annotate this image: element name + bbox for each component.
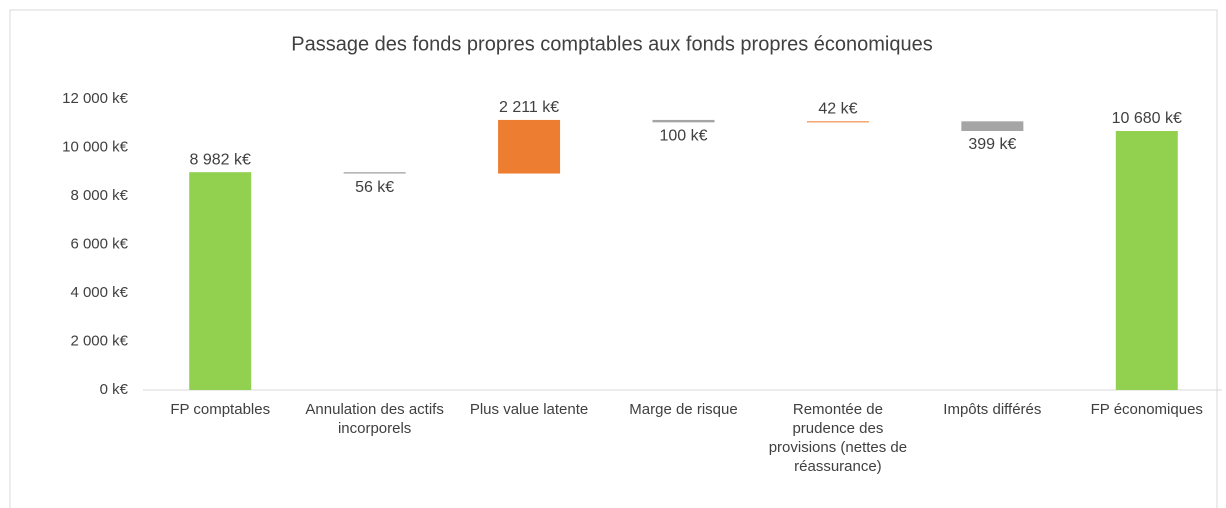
x-tick-label: Annulation des actifs incorporels xyxy=(305,401,444,437)
y-tick-label: 10 000 k€ xyxy=(62,138,129,155)
bar xyxy=(1115,131,1178,390)
x-tick-label: Plus value latente xyxy=(469,401,589,418)
data-label: 100 k€ xyxy=(659,128,707,145)
x-tick-label: Remontée de prudence des provisions (net… xyxy=(768,401,908,475)
data-label: 2 211 k€ xyxy=(499,99,559,116)
x-tick-label-box: FP économiques xyxy=(1090,401,1203,418)
x-tick-label: Marge de risque xyxy=(629,401,738,418)
data-label: 10 680 k€ xyxy=(1112,110,1182,127)
chart-title: Passage des fonds propres comptables aux… xyxy=(291,33,933,55)
y-tick-label: 8 000 k€ xyxy=(70,187,128,204)
data-label: 8 982 k€ xyxy=(190,151,251,168)
y-tick-label: 4 000 k€ xyxy=(70,284,128,301)
bar xyxy=(961,121,1024,132)
bar xyxy=(343,172,406,174)
chart-border xyxy=(9,9,1218,508)
bar xyxy=(189,172,252,390)
x-tick-label-box: Marge de risque xyxy=(629,401,738,418)
x-tick-label-box: FP comptables xyxy=(170,401,271,418)
y-tick-label: 6 000 k€ xyxy=(70,235,128,252)
x-tick-label-box: Annulation des actifs incorporels xyxy=(305,401,444,437)
data-label: 399 k€ xyxy=(968,136,1016,153)
bar xyxy=(652,119,715,123)
x-tick-label-box: Remontée de prudence des provisions (net… xyxy=(768,401,908,475)
bar xyxy=(806,121,869,123)
x-tick-label: Impôts différés xyxy=(943,401,1042,418)
x-tick-label: FP économiques xyxy=(1090,401,1203,418)
x-tick-label-box: Impôts différés xyxy=(943,401,1042,418)
data-label: 42 k€ xyxy=(818,101,857,118)
data-label: 56 k€ xyxy=(355,179,394,196)
y-tick-label: 12 000 k€ xyxy=(62,90,129,107)
x-tick-label-box: Plus value latente xyxy=(469,401,589,418)
y-tick-label: 2 000 k€ xyxy=(70,332,128,349)
y-tick-label: 0 k€ xyxy=(100,381,129,398)
bar xyxy=(498,119,561,174)
x-tick-label: FP comptables xyxy=(170,401,271,418)
